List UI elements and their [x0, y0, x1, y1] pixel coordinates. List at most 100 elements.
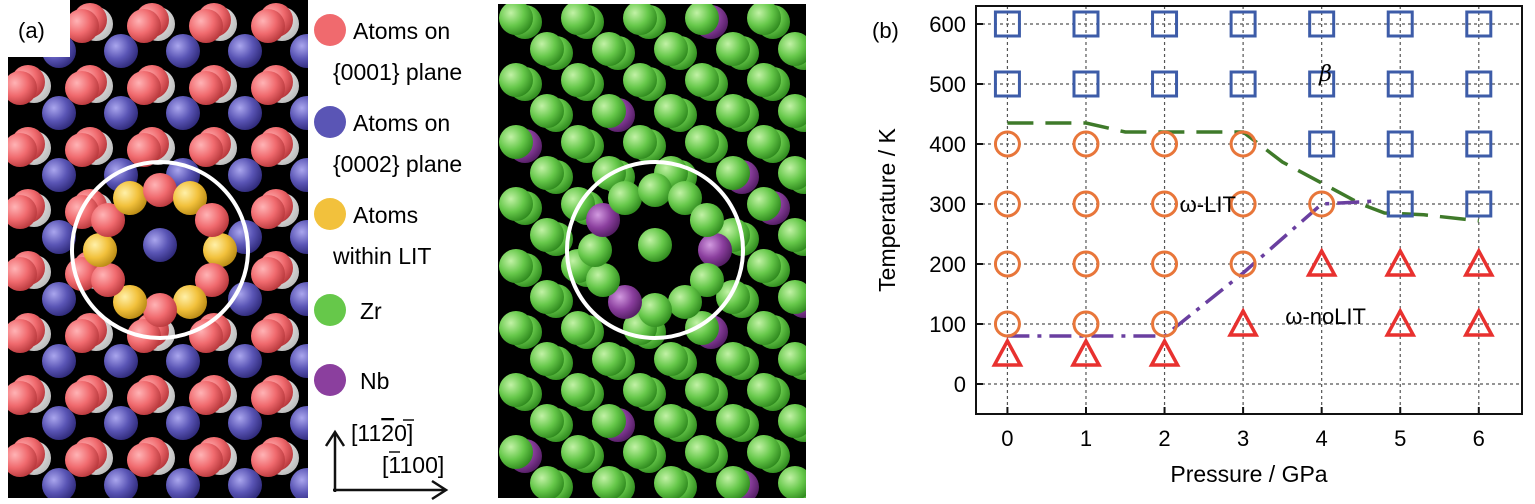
beta-point	[1308, 10, 1336, 38]
atom-zr	[530, 342, 564, 376]
x-axis-title: Pressure / GPa	[1170, 461, 1327, 487]
y-tick-label: 500	[929, 72, 966, 97]
x-tick-label: 3	[1237, 426, 1249, 451]
atom-zr	[716, 342, 750, 376]
atom-0001	[91, 263, 126, 297]
atom-0001	[251, 9, 285, 43]
atom-zr	[654, 32, 688, 66]
atom-0001	[8, 319, 37, 353]
atom-zr	[638, 228, 672, 262]
phase-boundary-line	[1007, 121, 1479, 223]
atom-zr	[689, 203, 724, 237]
beta-point	[1072, 10, 1100, 38]
atom-0001	[8, 381, 37, 415]
atom-zr	[778, 342, 806, 376]
beta-point	[1308, 70, 1336, 98]
atom-zr	[747, 249, 781, 283]
atom-zr	[530, 466, 564, 498]
atom-zr	[592, 342, 626, 376]
atom-0001	[194, 203, 229, 237]
atom-zr	[623, 63, 657, 97]
omega-nolit-point	[1384, 307, 1417, 337]
atom-zr	[530, 94, 564, 128]
omega-nolit-point	[1384, 247, 1417, 277]
omega-lit-point	[1229, 190, 1257, 218]
atom-zr	[716, 156, 750, 190]
plot-frame	[975, 5, 1523, 415]
beta-point	[1229, 70, 1257, 98]
atom-lit	[173, 181, 207, 216]
atom-nb	[586, 203, 621, 237]
atom-0001	[251, 319, 285, 353]
atom-0001	[251, 257, 285, 291]
atom-zr	[592, 466, 626, 498]
legend-swatch	[314, 364, 346, 396]
atom-0002	[228, 344, 262, 378]
atom-0002	[166, 34, 200, 68]
atom-zr	[747, 311, 781, 345]
panel-a-label: (a)	[18, 18, 45, 43]
atom-0002	[228, 468, 262, 498]
atom-0002	[290, 220, 308, 254]
atom-zr	[592, 94, 626, 128]
atom-0002	[228, 158, 262, 192]
atom-zr	[638, 293, 672, 327]
atom-zr	[747, 63, 781, 97]
atom-zr	[561, 373, 595, 407]
atom-0002	[228, 406, 262, 440]
omega-nolit-point	[1148, 337, 1181, 367]
atom-zr	[716, 404, 750, 438]
atom-zr	[499, 373, 533, 407]
atom-zr	[685, 63, 719, 97]
atom-zr	[778, 466, 806, 498]
atom-lit	[83, 233, 117, 267]
atom-0001	[251, 71, 285, 105]
beta-point	[1072, 70, 1100, 98]
x-tick-label: 5	[1394, 426, 1406, 451]
atom-lit	[113, 181, 147, 216]
atom-zr	[592, 32, 626, 66]
omega-nolit-point	[1305, 247, 1338, 277]
x-tick-label: 1	[1080, 426, 1092, 451]
atom-0001	[65, 381, 99, 415]
atom-0002	[166, 468, 200, 498]
atom-zr	[689, 263, 724, 297]
x-tick-label: 2	[1158, 426, 1170, 451]
beta-point	[1229, 10, 1257, 38]
atom-0002	[166, 344, 200, 378]
x-tick-label: 0	[1001, 426, 1013, 451]
beta-point	[1465, 190, 1493, 218]
atom-legend: Atoms on {0001} plane Atoms on {0002} plane…	[314, 14, 462, 396]
atom-0002	[104, 468, 138, 498]
atom-0001	[189, 9, 223, 43]
omega-lit-point	[1072, 250, 1100, 278]
atom-0001	[251, 133, 285, 167]
atom-zr	[716, 32, 750, 66]
atom-zr	[530, 218, 564, 252]
atom-zr	[561, 311, 595, 345]
atom-0002	[166, 96, 200, 130]
atom-zr	[530, 32, 564, 66]
atom-0002	[104, 406, 138, 440]
y-tick-label: 600	[929, 12, 966, 37]
atom-0002	[42, 34, 76, 68]
atom-0001	[127, 381, 161, 415]
atom-zr	[499, 4, 533, 35]
atom-zr	[499, 125, 533, 159]
atom-zr	[530, 404, 564, 438]
beta-point	[1151, 70, 1179, 98]
atom-0001	[65, 443, 99, 477]
atom-0001	[8, 443, 37, 477]
atom-0001	[65, 133, 99, 167]
atom-zr	[747, 4, 781, 35]
atom-zr	[578, 233, 612, 267]
omega-lit-point	[1072, 310, 1100, 338]
omega-lit-point	[1151, 310, 1179, 338]
atom-zr	[499, 311, 533, 345]
phase-boundary-line	[1007, 199, 1377, 338]
omega-nolit-point	[1462, 247, 1495, 277]
atom-zr	[608, 181, 642, 216]
atom-zr	[668, 284, 702, 319]
atom-zr	[747, 373, 781, 407]
atom-zr	[499, 187, 533, 221]
